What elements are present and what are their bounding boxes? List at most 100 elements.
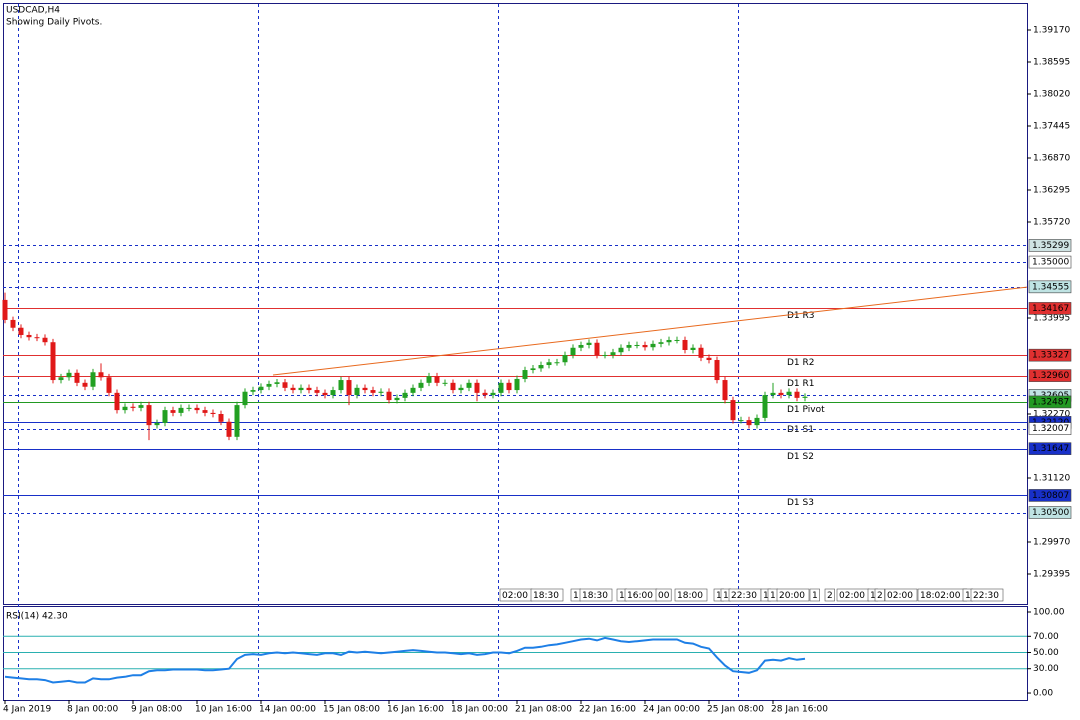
indicator-line (4, 636, 806, 684)
candle-body (498, 382, 504, 393)
time-label-box (884, 588, 918, 602)
trendline (272, 286, 1028, 376)
x-tick-label: 15 Jan 08:00 (323, 705, 380, 715)
candle-body (2, 299, 8, 320)
candle-body (290, 387, 296, 391)
x-tick-label: 4 Jan 2019 (3, 705, 51, 715)
candle-body (426, 376, 432, 383)
y-tick-label: 1.38595 (1033, 57, 1070, 67)
candle-body (234, 405, 240, 437)
indicator-y-tick-label: 0.00 (1033, 689, 1053, 699)
level-box (1028, 506, 1072, 519)
level-box (1028, 395, 1072, 409)
level-label: 1.35299 (1032, 241, 1069, 251)
y-tick-label: 1.39170 (1033, 25, 1070, 35)
level-box (1028, 280, 1072, 294)
candle-body (402, 392, 408, 398)
time-label: 1 (716, 591, 722, 601)
y-tick-label: 1.31120 (1033, 474, 1070, 484)
candle-body (794, 391, 800, 398)
candle-body (26, 334, 32, 338)
y-tick-label: 1.32270 (1033, 409, 1070, 419)
time-label-box (970, 588, 1004, 602)
indicator-y-tick-label: 30.00 (1033, 664, 1059, 674)
candle-body (418, 382, 424, 388)
time-label: 1 (965, 591, 971, 601)
x-tick-label: 18 Jan 00:00 (451, 705, 508, 715)
candle-body (634, 344, 640, 346)
time-label-box (874, 588, 885, 602)
candle-body (434, 376, 440, 383)
level-label: 1.32487 (1032, 397, 1069, 407)
candle-body (642, 344, 648, 348)
time-label: 2 (877, 591, 883, 601)
candle-body (66, 372, 72, 378)
candle-body (546, 362, 552, 366)
time-label-box (824, 588, 835, 602)
candle-body (658, 342, 664, 344)
candle-body (146, 405, 152, 426)
time-label: 00 (658, 591, 670, 601)
candle-body (442, 382, 448, 384)
candle-body (242, 391, 248, 406)
level-box (1028, 489, 1072, 502)
candle-body (50, 342, 56, 381)
candle-body (690, 347, 696, 350)
candle-body (802, 396, 808, 398)
indicator-y-tick-label: 50.00 (1033, 648, 1059, 658)
y-tick-label: 1.35720 (1033, 217, 1070, 227)
candle-body (714, 360, 720, 381)
candle-body (762, 395, 768, 418)
level-box (1028, 239, 1072, 252)
y-tick-label: 1.29970 (1033, 538, 1070, 548)
level-name: D1 S3 (787, 498, 814, 508)
level-label: 1.33327 (1032, 351, 1069, 361)
candle-body (666, 339, 672, 343)
candle-body (754, 417, 760, 426)
candle-body (106, 377, 112, 393)
time-label: 16:00 (627, 591, 653, 601)
candle-body (610, 352, 616, 356)
time-label: 1 (573, 591, 579, 601)
level-box (1028, 442, 1072, 455)
level-name: D1 S1 (787, 425, 814, 435)
level-box (1028, 369, 1072, 382)
candle-body (730, 400, 736, 421)
time-label: 20:00 (779, 591, 805, 601)
candle-body (706, 357, 712, 361)
candle-body (306, 387, 312, 391)
level-label: 1.34555 (1032, 282, 1069, 292)
candle-body (138, 405, 144, 408)
level-name: D1 R2 (787, 358, 815, 368)
y-tick-label: 1.36870 (1033, 153, 1070, 163)
level-label: 1.35000 (1032, 258, 1069, 268)
candle-body (386, 391, 392, 401)
level-box (1028, 348, 1072, 362)
candle-body (82, 382, 88, 387)
candle-body (594, 342, 600, 356)
candle-body (450, 382, 456, 391)
level-name: D1 R1 (787, 379, 815, 389)
time-label: 02:00 (887, 591, 913, 601)
time-label: 1 (763, 591, 769, 601)
candle-body (58, 377, 64, 381)
x-tick-label: 9 Jan 08:00 (131, 705, 183, 715)
chart-title: USDCAD,H4 (6, 6, 60, 16)
candle-body (506, 382, 512, 391)
time-label: 1 (723, 591, 729, 601)
candle-body (538, 365, 544, 369)
candle-body (194, 407, 200, 411)
candle-body (114, 392, 120, 411)
candle-body (490, 392, 496, 396)
candle-body (578, 344, 584, 348)
x-tick-label: 22 Jan 16:00 (579, 705, 636, 715)
level-box (1028, 255, 1072, 269)
x-tick-label: 25 Jan 08:00 (707, 705, 764, 715)
candle-body (586, 342, 592, 345)
candle-body (530, 368, 536, 371)
time-label: 1 (812, 591, 818, 601)
candle-body (474, 382, 480, 393)
time-label-box (809, 588, 820, 602)
y-tick-label: 1.38020 (1033, 89, 1070, 99)
